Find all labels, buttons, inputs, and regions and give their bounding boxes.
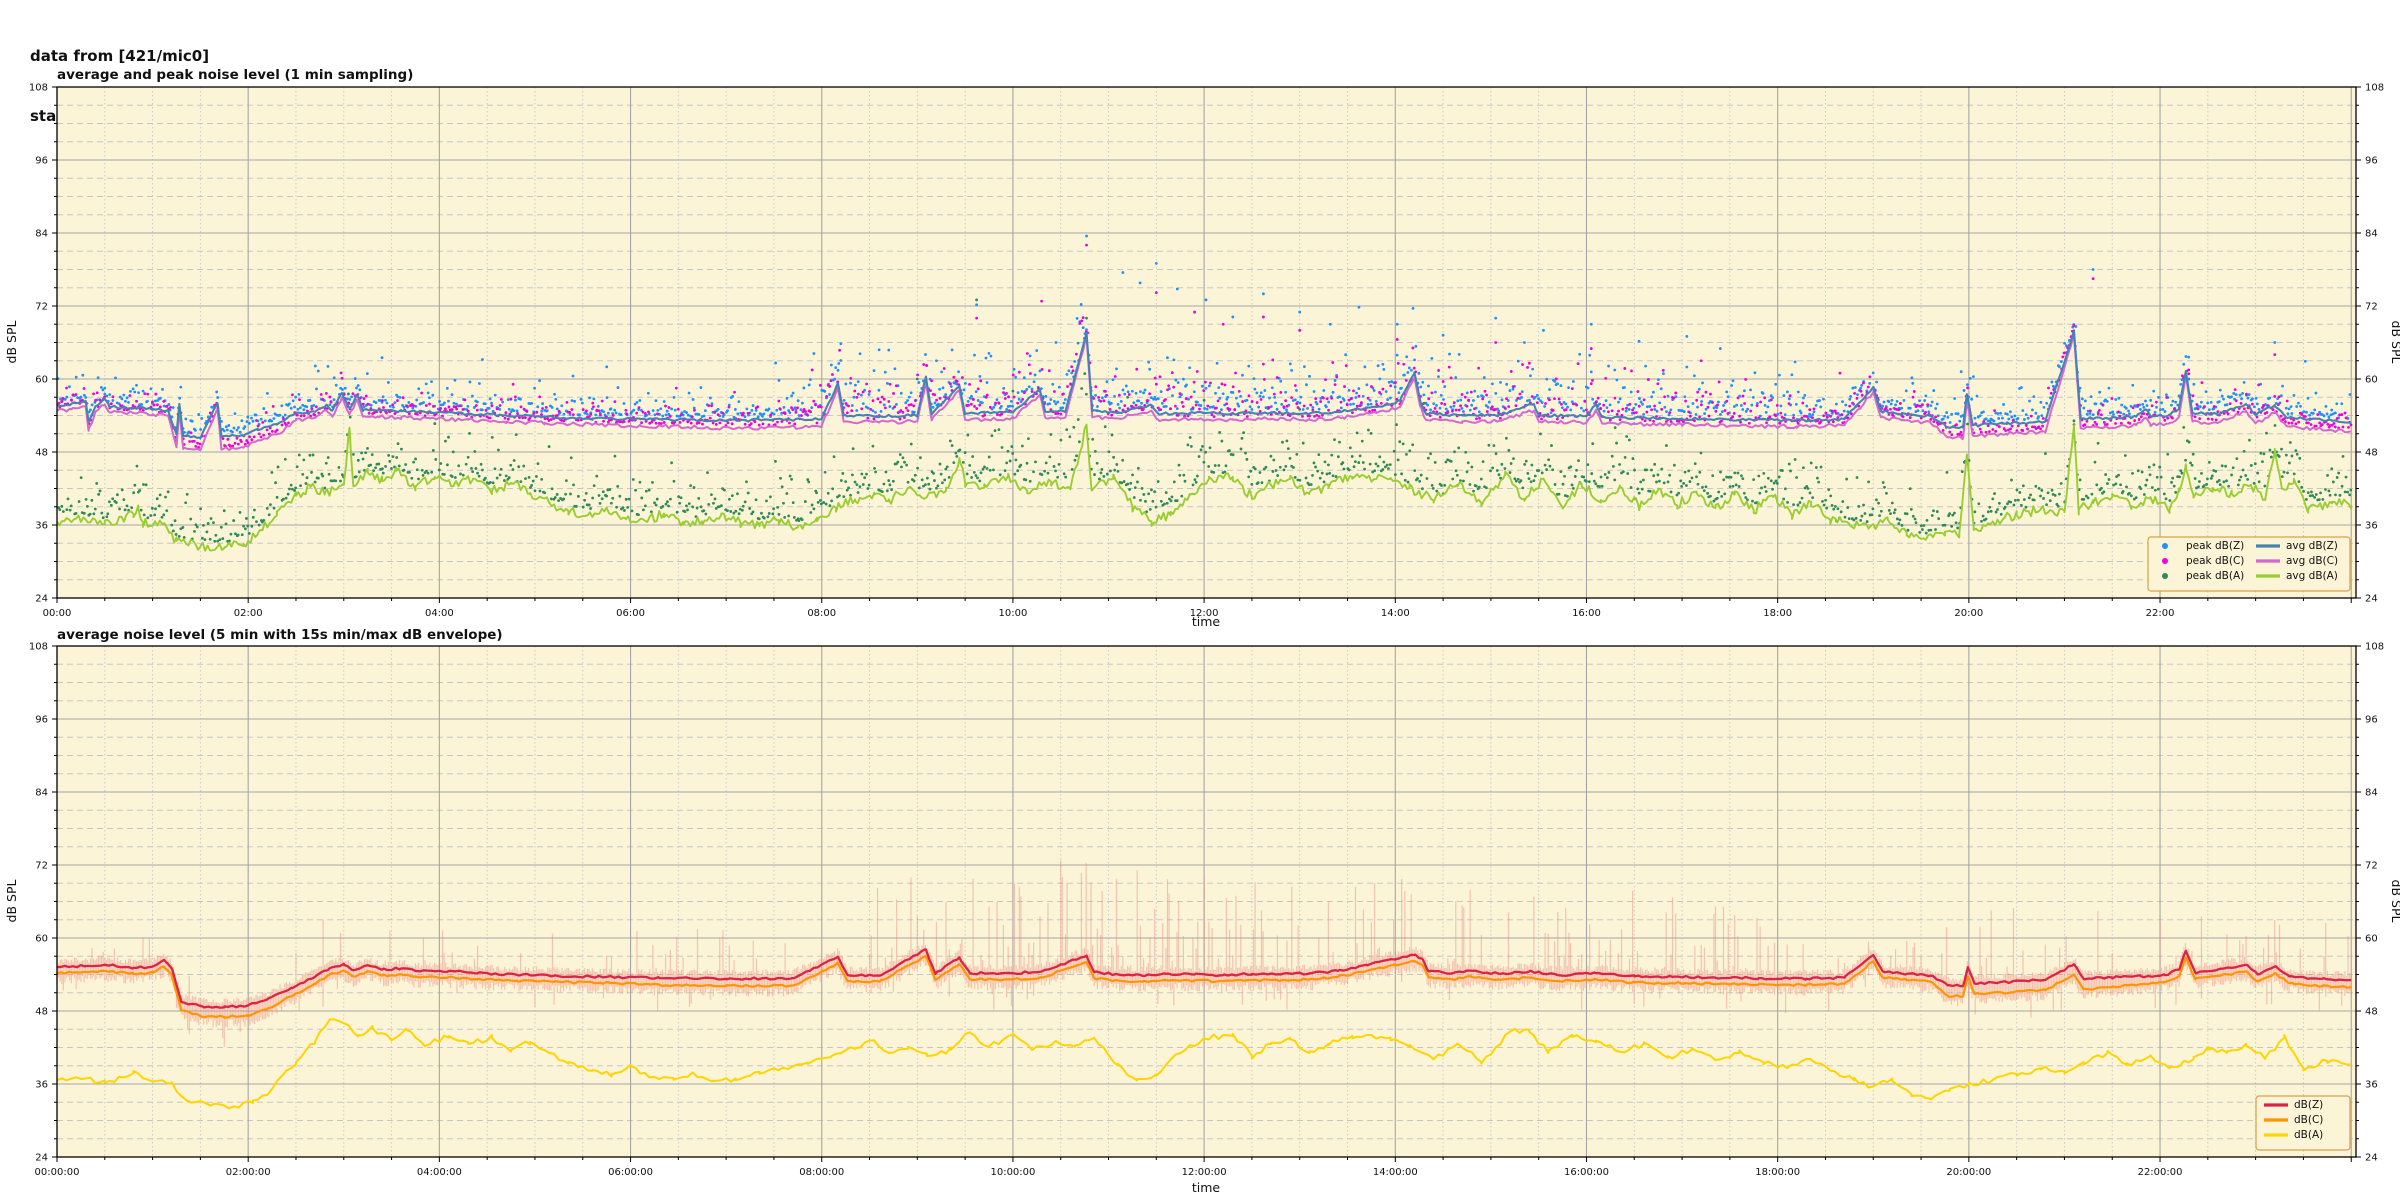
axis-ticks bbox=[52, 645, 2361, 1162]
x-tick-label: 18:00:00 bbox=[1755, 1167, 1800, 1178]
legend-item-label: peak dB(C) bbox=[2186, 555, 2244, 567]
x-tick-label: 06:00:00 bbox=[608, 1167, 653, 1178]
y-tick-label-right: 36 bbox=[2365, 521, 2378, 532]
line-avg-db-c- bbox=[56, 332, 2352, 452]
y-tick-label-left: 36 bbox=[35, 521, 48, 532]
grid-major bbox=[57, 646, 2356, 1157]
y-tick-label-right: 108 bbox=[2365, 83, 2384, 94]
y-tick-label-left: 48 bbox=[35, 448, 48, 459]
y-tick-label-left: 108 bbox=[29, 642, 48, 653]
top-chart-title: average and peak noise level (1 min samp… bbox=[57, 67, 413, 83]
y-tick-label-left: 48 bbox=[35, 1007, 48, 1018]
y-tick-label-right: 48 bbox=[2365, 1007, 2378, 1018]
x-tick-label: 10:00:00 bbox=[990, 1167, 1035, 1178]
line-avg-db-z- bbox=[56, 329, 2352, 440]
x-tick-label: 02:00 bbox=[234, 608, 263, 619]
legend-item-label: peak dB(A) bbox=[2186, 570, 2244, 582]
legend-item-label: avg dB(Z) bbox=[2286, 540, 2338, 552]
y-tick-label-right: 60 bbox=[2365, 375, 2378, 386]
x-tick-label: 16:00:00 bbox=[1564, 1167, 1609, 1178]
x-tick-label: 08:00:00 bbox=[799, 1167, 844, 1178]
legend: dB(Z) dB(C) dB(A) bbox=[2255, 1095, 2351, 1151]
y-tick-label-right: 24 bbox=[2365, 594, 2378, 605]
x-tick-label: 22:00:00 bbox=[2138, 1167, 2183, 1178]
y-tick-label-right: 48 bbox=[2365, 448, 2378, 459]
x-tick-label: 20:00 bbox=[1954, 608, 1983, 619]
legend-item-label: dB(A) bbox=[2294, 1129, 2323, 1141]
x-tick-label: 00:00 bbox=[43, 608, 72, 619]
x-tick-label: 16:00 bbox=[1572, 608, 1601, 619]
top-yaxis-label-right: dB SPL bbox=[2389, 321, 2400, 364]
x-tick-label: 04:00:00 bbox=[417, 1167, 462, 1178]
bottom-yaxis-label-right: dB SPL bbox=[2389, 880, 2400, 923]
y-tick-label-right: 60 bbox=[2365, 934, 2378, 945]
tick-labels: 00:00 02:00 04:00 06:00 08:00 10:00 12:00 14:00… bbox=[29, 83, 2384, 620]
line-avg-db-a- bbox=[56, 423, 2353, 552]
x-tick-label: 08:00 bbox=[807, 608, 836, 619]
x-tick-label: 18:00 bbox=[1763, 608, 1792, 619]
x-tick-label: 20:00:00 bbox=[1946, 1167, 1991, 1178]
legend-item-label: peak dB(Z) bbox=[2186, 540, 2244, 552]
y-tick-label-right: 36 bbox=[2365, 1080, 2378, 1091]
x-tick-label: 10:00 bbox=[999, 608, 1028, 619]
plot-border bbox=[56, 645, 2357, 1158]
top-xaxis-label: time bbox=[1192, 614, 1221, 629]
x-tick-label: 12:00 bbox=[1190, 608, 1219, 619]
x-tick-label: 14:00:00 bbox=[1373, 1167, 1418, 1178]
x-tick-label: 02:00:00 bbox=[226, 1167, 271, 1178]
x-tick-label: 00:00:00 bbox=[35, 1167, 80, 1178]
legend-item-label: avg dB(A) bbox=[2286, 570, 2338, 582]
scatter-peak-db-a- bbox=[57, 298, 2353, 543]
y-tick-label-right: 96 bbox=[2365, 156, 2378, 167]
y-tick-label-right: 96 bbox=[2365, 715, 2378, 726]
y-tick-label-left: 108 bbox=[29, 83, 48, 94]
chart-average-peak-noise: 00:00 02:00 04:00 06:00 08:00 10:00 12:00 14:00… bbox=[29, 83, 2384, 620]
y-tick-label-right: 84 bbox=[2365, 788, 2378, 799]
y-tick-label-left: 96 bbox=[35, 156, 48, 167]
y-tick-label-right: 72 bbox=[2365, 861, 2378, 872]
legend-item-label: dB(C) bbox=[2294, 1114, 2323, 1126]
tick-labels: 00:00:00 02:00:00 04:00:00 06:00:00 08:00:00… bbox=[29, 642, 2384, 1179]
bottom-xaxis-label: time bbox=[1192, 1180, 1221, 1195]
y-tick-label-left: 36 bbox=[35, 1080, 48, 1091]
y-tick-label-left: 72 bbox=[35, 302, 48, 313]
x-tick-label: 06:00 bbox=[616, 608, 645, 619]
y-tick-label-left: 24 bbox=[35, 1153, 48, 1164]
y-tick-label-left: 72 bbox=[35, 861, 48, 872]
line-db-a- bbox=[56, 1018, 2352, 1110]
y-tick-label-right: 24 bbox=[2365, 1153, 2378, 1164]
grid-minor bbox=[57, 646, 2356, 1157]
legend: peak dB(Z) peak dB(C) peak dB(A) avg dB(Z) a… bbox=[2147, 536, 2351, 592]
y-tick-label-left: 24 bbox=[35, 594, 48, 605]
header-line-1: data from [421/mic0] bbox=[30, 47, 210, 65]
plot-border bbox=[56, 86, 2357, 599]
y-tick-label-left: 60 bbox=[35, 375, 48, 386]
line-db-c- bbox=[56, 954, 2352, 1019]
x-tick-label: 04:00 bbox=[425, 608, 454, 619]
y-tick-label-left: 84 bbox=[35, 229, 48, 240]
y-tick-label-left: 60 bbox=[35, 934, 48, 945]
y-tick-label-right: 108 bbox=[2365, 642, 2384, 653]
y-tick-label-left: 84 bbox=[35, 788, 48, 799]
chart-average-noise-envelope: 00:00:00 02:00:00 04:00:00 06:00:00 08:00:00… bbox=[29, 642, 2384, 1179]
legend-marker-dot bbox=[2162, 573, 2168, 579]
bottom-yaxis-label-left: dB SPL bbox=[4, 880, 19, 923]
legend-item-label: dB(Z) bbox=[2294, 1099, 2323, 1111]
legend-box bbox=[2147, 536, 2351, 592]
legend-marker-dot bbox=[2162, 543, 2168, 549]
y-tick-label-left: 96 bbox=[35, 715, 48, 726]
x-tick-label: 14:00 bbox=[1381, 608, 1410, 619]
legend-marker-dot bbox=[2162, 558, 2168, 564]
y-tick-label-right: 72 bbox=[2365, 302, 2378, 313]
y-tick-label-right: 84 bbox=[2365, 229, 2378, 240]
bottom-chart-title: average noise level (5 min with 15s min/… bbox=[57, 627, 503, 643]
legend-item-label: avg dB(C) bbox=[2286, 555, 2338, 567]
x-tick-label: 22:00 bbox=[2146, 608, 2175, 619]
x-tick-label: 12:00:00 bbox=[1182, 1167, 1227, 1178]
top-yaxis-label-left: dB SPL bbox=[4, 321, 19, 364]
line-db-z- bbox=[56, 948, 2352, 1009]
